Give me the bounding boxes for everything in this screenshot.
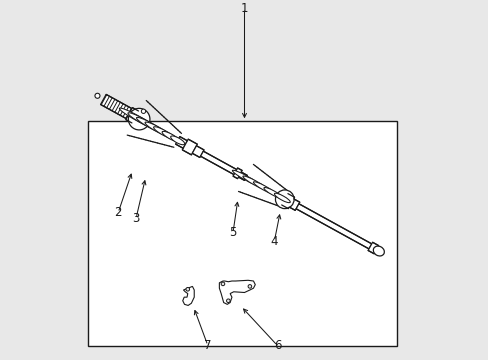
Text: 7: 7 [203,339,211,352]
Ellipse shape [162,131,179,142]
Ellipse shape [141,109,145,113]
Polygon shape [288,199,299,210]
Ellipse shape [95,93,100,98]
Text: 1: 1 [240,2,248,15]
Ellipse shape [253,182,274,194]
Polygon shape [296,204,371,249]
Text: 2: 2 [114,206,122,219]
Polygon shape [183,287,194,305]
Ellipse shape [232,170,259,186]
Ellipse shape [128,113,159,130]
Polygon shape [200,151,236,175]
Polygon shape [238,172,247,180]
Polygon shape [175,136,187,148]
Ellipse shape [221,282,224,286]
Polygon shape [192,146,203,157]
Polygon shape [182,139,197,155]
Ellipse shape [274,193,290,203]
Ellipse shape [264,188,282,198]
Ellipse shape [226,299,230,302]
Ellipse shape [170,136,184,145]
Ellipse shape [128,108,150,130]
Ellipse shape [243,176,266,190]
Ellipse shape [247,285,251,288]
Polygon shape [367,242,378,254]
Ellipse shape [372,246,384,256]
Polygon shape [219,280,255,304]
Ellipse shape [275,190,293,208]
Polygon shape [101,94,132,119]
Ellipse shape [119,108,154,127]
Bar [88,121,396,346]
Polygon shape [125,108,138,123]
Text: 3: 3 [132,212,140,225]
Polygon shape [281,194,294,208]
Polygon shape [233,168,242,179]
Ellipse shape [145,122,169,136]
Text: 6: 6 [273,339,281,352]
Text: 4: 4 [270,235,278,248]
Text: 5: 5 [229,226,236,239]
Ellipse shape [185,288,189,291]
Ellipse shape [136,117,164,133]
Ellipse shape [153,127,174,139]
